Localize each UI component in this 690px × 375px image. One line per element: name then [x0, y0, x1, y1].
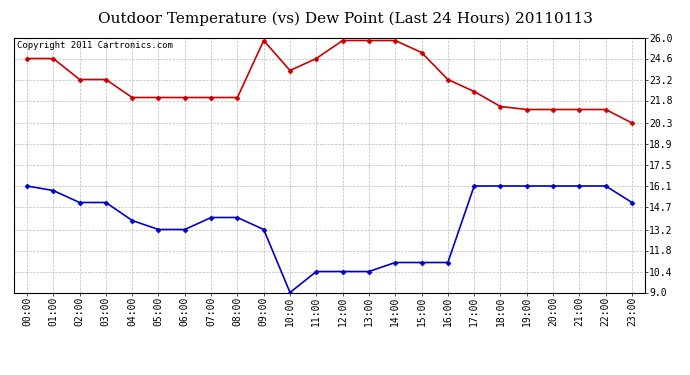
Text: Copyright 2011 Cartronics.com: Copyright 2011 Cartronics.com — [17, 41, 172, 50]
Text: Outdoor Temperature (vs) Dew Point (Last 24 Hours) 20110113: Outdoor Temperature (vs) Dew Point (Last… — [97, 11, 593, 26]
